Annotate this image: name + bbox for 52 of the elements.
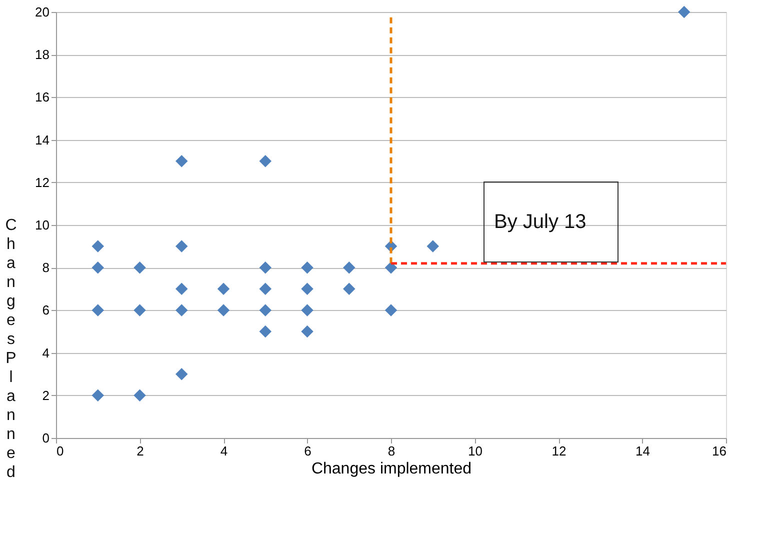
- x-tick-label: 16: [712, 444, 726, 458]
- point: [301, 282, 314, 296]
- point: [92, 261, 104, 274]
- point: [301, 261, 314, 274]
- point: [343, 282, 356, 296]
- x-tick-label: 0: [56, 444, 64, 458]
- point: [426, 240, 439, 252]
- y-tick-label: 14: [35, 132, 50, 148]
- point: [259, 282, 272, 296]
- point: [134, 261, 146, 274]
- x-tick-label: 14: [636, 444, 650, 458]
- x-tick-label: 4: [220, 444, 228, 458]
- point: [176, 240, 188, 252]
- point: [92, 240, 104, 252]
- x-axis-title: Changes implemented: [311, 460, 472, 478]
- point: [217, 304, 230, 316]
- point: [301, 304, 314, 316]
- y-tick-label: 10: [35, 218, 50, 232]
- point: [343, 261, 356, 274]
- y-tick-label: 16: [35, 90, 50, 105]
- point: [176, 368, 188, 380]
- x-tick-label: 2: [136, 444, 144, 458]
- x-tick-label: 10: [468, 444, 482, 458]
- point: [92, 304, 104, 316]
- point: [259, 154, 272, 168]
- point: [134, 389, 146, 402]
- y-tick-label: 2: [42, 388, 50, 403]
- y-tick-label: 0: [42, 430, 50, 446]
- point: [176, 304, 188, 316]
- point: [301, 325, 314, 338]
- point: [259, 304, 272, 316]
- x-tick-label: 12: [552, 444, 566, 458]
- y-tick-label: 20: [35, 4, 50, 20]
- y-tick-label: 6: [42, 302, 50, 318]
- point: [384, 261, 398, 274]
- point: [176, 154, 188, 168]
- annotation: By July 13: [494, 211, 586, 233]
- x-tick-label: 6: [304, 444, 312, 458]
- y-tick-label: 12: [35, 174, 50, 190]
- x-tick-label: 8: [388, 444, 396, 458]
- point: [134, 304, 146, 316]
- point: [217, 282, 230, 296]
- point: [259, 261, 272, 274]
- y-tick-label: 4: [42, 345, 50, 360]
- y-tick-label: 18: [35, 47, 50, 62]
- y-tick-label: 8: [42, 260, 50, 276]
- point: [384, 304, 398, 316]
- point: [259, 325, 272, 338]
- text: Changes Planned: [5, 217, 17, 481]
- point: [92, 389, 104, 402]
- point: [176, 282, 188, 296]
- point: [678, 6, 690, 18]
